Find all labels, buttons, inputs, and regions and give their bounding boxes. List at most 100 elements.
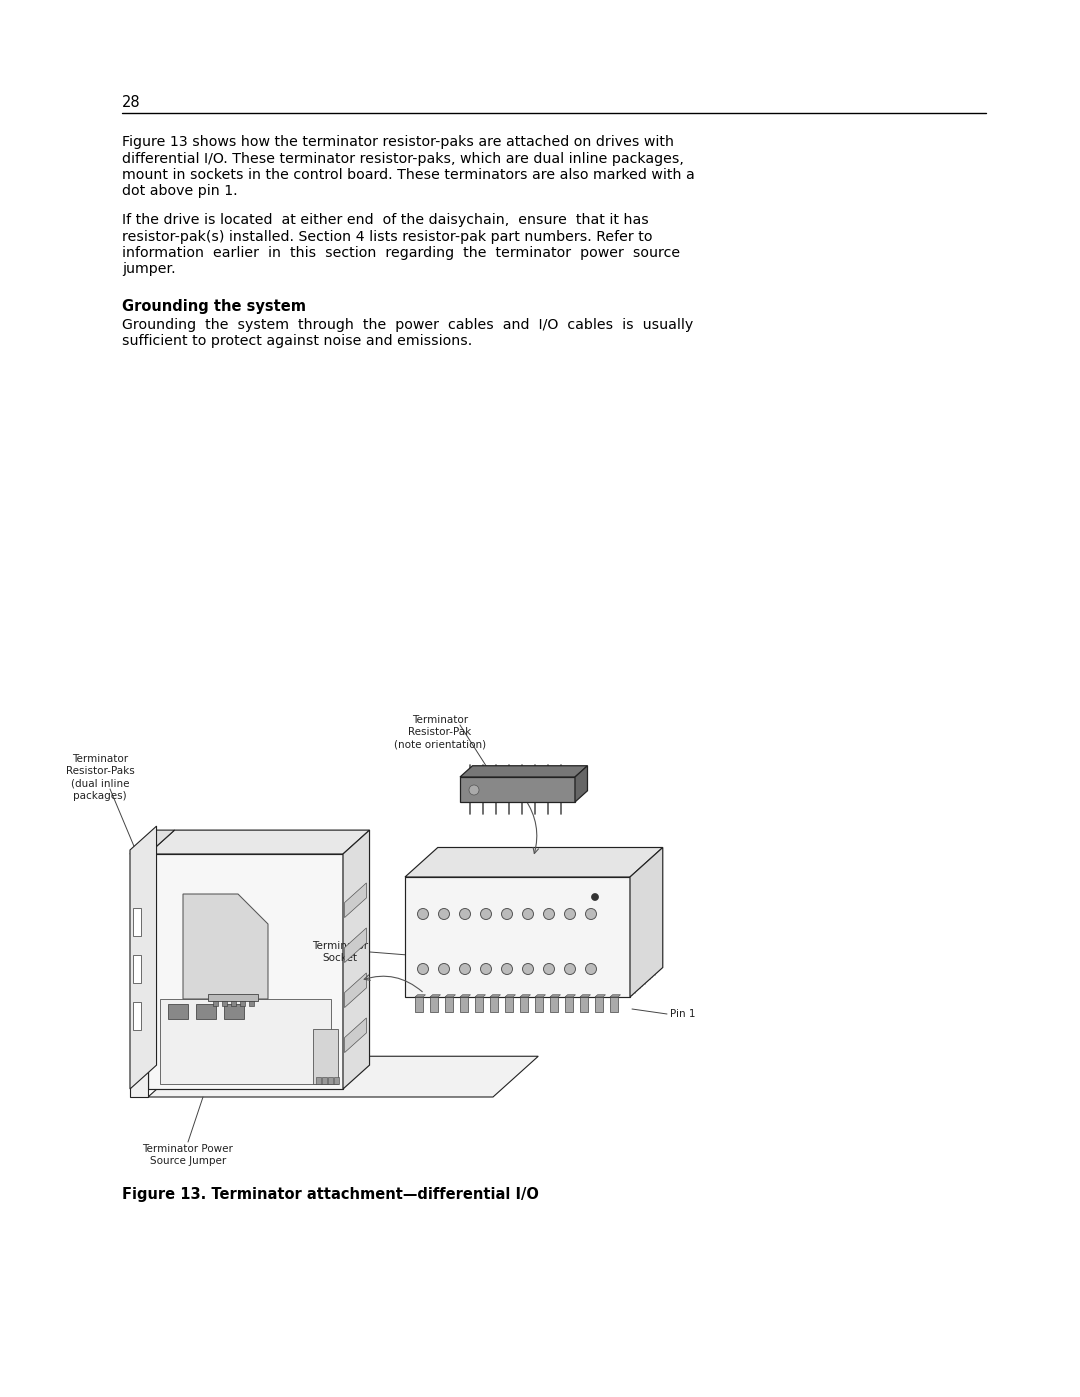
Polygon shape [183, 894, 268, 999]
Text: If the drive is located  at either end  of the daisychain,  ensure  that it has: If the drive is located at either end of… [122, 212, 649, 226]
Circle shape [585, 964, 596, 975]
Polygon shape [222, 1002, 227, 1006]
Text: differential I/O. These terminator resistor-paks, which are dual inline packages: differential I/O. These terminator resis… [122, 151, 684, 165]
Polygon shape [133, 1002, 141, 1030]
Polygon shape [130, 826, 157, 1090]
Circle shape [418, 908, 429, 919]
Text: Terminator Power
Source Jumper: Terminator Power Source Jumper [143, 1144, 233, 1166]
Polygon shape [595, 995, 606, 997]
Circle shape [565, 964, 576, 975]
Polygon shape [460, 766, 588, 777]
Polygon shape [405, 877, 630, 997]
Text: Grounding the system: Grounding the system [122, 299, 306, 314]
Polygon shape [133, 908, 141, 936]
Circle shape [543, 964, 554, 975]
Text: dot above pin 1.: dot above pin 1. [122, 184, 238, 198]
Text: Terminator
Resistor-Pak
(note orientation): Terminator Resistor-Pak (note orientatio… [394, 715, 486, 750]
Polygon shape [519, 997, 528, 1011]
Polygon shape [505, 995, 515, 997]
Polygon shape [445, 995, 456, 997]
Circle shape [438, 908, 449, 919]
Polygon shape [133, 956, 141, 983]
Polygon shape [240, 1002, 245, 1006]
Circle shape [418, 964, 429, 975]
Polygon shape [160, 999, 330, 1084]
Text: sufficient to protect against noise and emissions.: sufficient to protect against noise and … [122, 334, 472, 348]
Polygon shape [316, 1077, 321, 1084]
Polygon shape [130, 849, 148, 1097]
Polygon shape [313, 1030, 338, 1084]
Polygon shape [595, 997, 603, 1011]
Polygon shape [575, 766, 588, 802]
Polygon shape [328, 1077, 333, 1084]
Polygon shape [148, 830, 369, 854]
Polygon shape [130, 830, 175, 854]
Polygon shape [610, 995, 621, 997]
Text: Figure 13 shows how the terminator resistor-paks are attached on drives with: Figure 13 shows how the terminator resis… [122, 136, 674, 149]
Circle shape [501, 964, 513, 975]
Polygon shape [415, 995, 426, 997]
Polygon shape [224, 1004, 244, 1018]
Polygon shape [430, 995, 441, 997]
Polygon shape [565, 997, 573, 1011]
Circle shape [438, 964, 449, 975]
Polygon shape [535, 997, 543, 1011]
Text: mount in sockets in the control board. These terminators are also marked with a: mount in sockets in the control board. T… [122, 168, 694, 182]
Polygon shape [343, 830, 369, 1090]
Circle shape [459, 908, 471, 919]
FancyArrowPatch shape [364, 975, 422, 992]
Circle shape [565, 908, 576, 919]
Polygon shape [415, 997, 423, 1011]
Polygon shape [430, 997, 438, 1011]
Polygon shape [249, 1002, 254, 1006]
Polygon shape [445, 997, 453, 1011]
Polygon shape [490, 995, 500, 997]
Polygon shape [168, 1004, 188, 1018]
Circle shape [469, 785, 480, 795]
Text: Figure 13. Terminator attachment—differential I/O: Figure 13. Terminator attachment—differe… [122, 1187, 539, 1201]
Polygon shape [148, 1056, 538, 1097]
Polygon shape [322, 1077, 327, 1084]
Circle shape [543, 908, 554, 919]
Circle shape [592, 894, 598, 901]
Text: Terminator
Socket: Terminator Socket [312, 940, 368, 963]
Polygon shape [565, 995, 576, 997]
Circle shape [585, 908, 596, 919]
Polygon shape [345, 928, 366, 963]
Circle shape [481, 908, 491, 919]
Circle shape [481, 964, 491, 975]
Text: resistor-pak(s) installed. Section 4 lists resistor-pak part numbers. Refer to: resistor-pak(s) installed. Section 4 lis… [122, 229, 652, 243]
Polygon shape [460, 777, 575, 802]
Polygon shape [345, 972, 366, 1007]
Polygon shape [610, 997, 618, 1011]
Polygon shape [231, 1002, 237, 1006]
Polygon shape [213, 1002, 218, 1006]
Text: Terminator
Resistor-Paks
(dual inline
packages): Terminator Resistor-Paks (dual inline pa… [66, 754, 134, 802]
Circle shape [459, 964, 471, 975]
Text: jumper.: jumper. [122, 263, 176, 277]
Polygon shape [334, 1077, 339, 1084]
Text: Grounding  the  system  through  the  power  cables  and  I/O  cables  is  usual: Grounding the system through the power c… [122, 317, 693, 331]
Text: information  earlier  in  this  section  regarding  the  terminator  power  sour: information earlier in this section rega… [122, 246, 680, 260]
Polygon shape [630, 848, 663, 997]
Polygon shape [475, 995, 486, 997]
Polygon shape [550, 997, 558, 1011]
Polygon shape [460, 995, 471, 997]
Text: 28: 28 [122, 95, 140, 110]
Polygon shape [148, 854, 343, 1090]
Polygon shape [345, 1018, 366, 1052]
Polygon shape [519, 995, 530, 997]
Polygon shape [460, 997, 468, 1011]
Polygon shape [550, 995, 561, 997]
Polygon shape [535, 995, 545, 997]
Polygon shape [195, 1004, 216, 1018]
Circle shape [501, 908, 513, 919]
Circle shape [523, 964, 534, 975]
Polygon shape [490, 997, 498, 1011]
FancyArrowPatch shape [525, 799, 539, 854]
Circle shape [523, 908, 534, 919]
Polygon shape [405, 848, 663, 877]
Polygon shape [505, 997, 513, 1011]
Polygon shape [208, 995, 258, 1002]
Polygon shape [345, 883, 366, 918]
